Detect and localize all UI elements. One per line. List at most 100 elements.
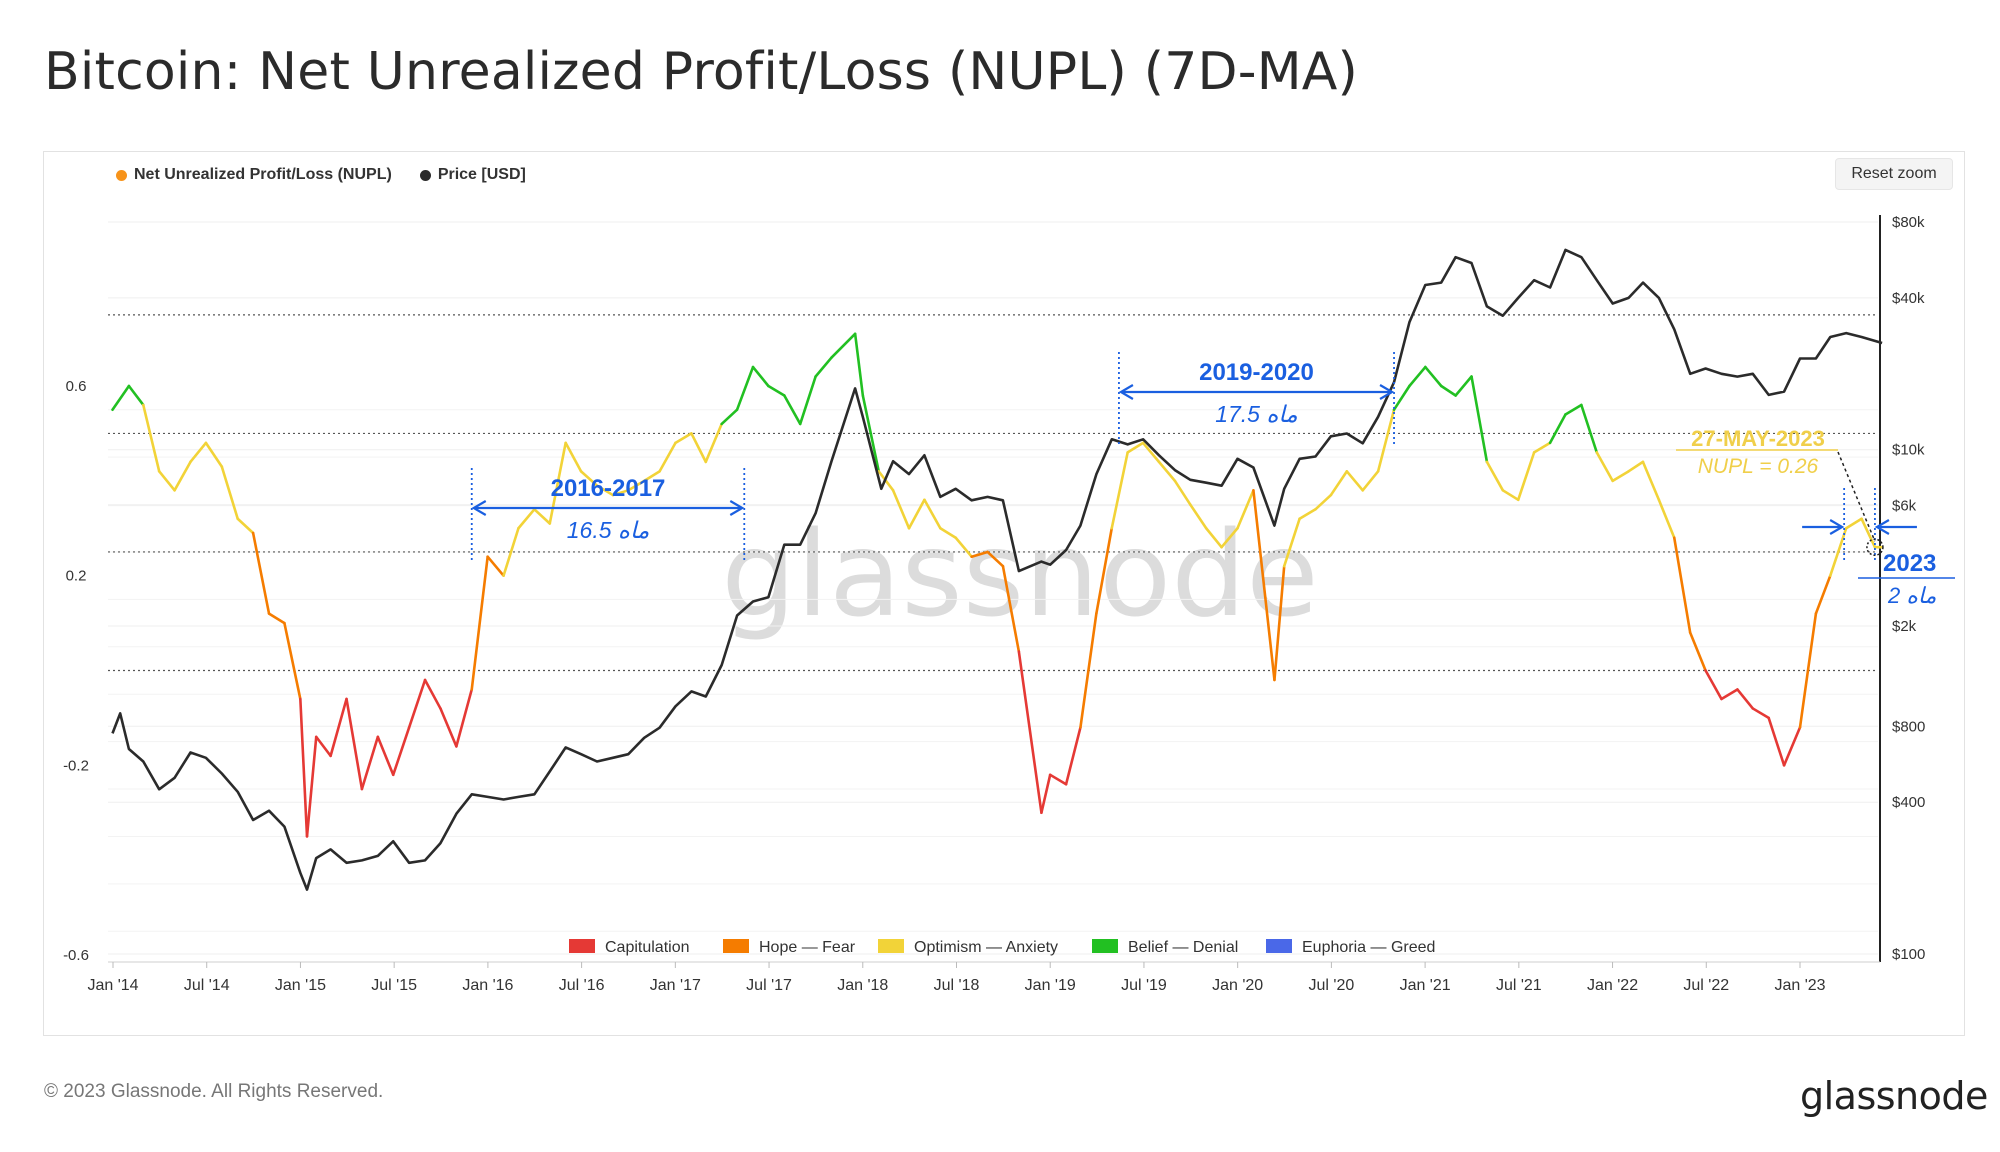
x-tick-label-0: Jan '14 [87,977,138,994]
zone-legend: Capitulation Hope — Fear Optimism — Anxiet… [569,939,1435,956]
nupl-segment-4 [173,460,192,492]
nupl-segment-64 [1095,526,1114,615]
zone-legend-label-3: Belief — Denial [1128,939,1238,956]
nupl-segment-99 [1641,460,1661,502]
nupl-dot-icon [116,169,127,181]
x-tick-label-12: Jan '20 [1212,977,1263,994]
nupl-segment-21 [423,678,442,710]
zone-legend-swatch-4 [1266,939,1292,953]
zone-legend-swatch-2 [878,939,904,953]
right-y-axis: $80k $40k $10k $6k $2k $800 $400 $100 [1892,214,1925,963]
nupl-segment-33 [611,489,630,497]
nupl-segment-109 [1798,612,1818,729]
nupl-segment-26 [502,526,520,577]
nupl-segment-86 [1439,384,1457,397]
nupl-segment-108 [1782,726,1802,767]
y-right-tick-7: $100 [1892,946,1925,963]
nupl-segment-76 [1282,517,1301,568]
nupl-segment-8 [236,517,255,535]
nupl-segment-3 [157,470,176,492]
nupl-segment-111 [1828,526,1848,577]
nupl-segment-98 [1627,460,1645,473]
nupl-segment-56 [970,550,989,559]
nupl-segment-82 [1376,408,1396,473]
nupl-segment-89 [1485,460,1505,492]
nupl-segment-23 [455,688,474,748]
zone-legend-swatch-0 [569,939,595,953]
nupl-segment-68 [1157,460,1177,483]
x-tick-label-7: Jul '17 [746,977,792,994]
price-series [111,248,1883,891]
annotations: 2016-2017 ماه 16.5 2019-2020 ماه 17.5 2023 ما… [470,352,1955,608]
reset-zoom-button[interactable]: Reset zoom [1835,158,1953,190]
nupl-segment-58 [1001,564,1021,653]
x-tick-label-9: Jul '18 [934,977,980,994]
nupl-segment-55 [954,536,973,559]
annot-arrowhead-left-2016-2017 [471,500,487,516]
nupl-segment-110 [1814,574,1832,615]
nupl-segment-104 [1720,688,1739,701]
x-tick-label-14: Jan '21 [1400,977,1451,994]
nupl-segment-57 [986,550,1005,568]
zone-legend-swatch-1 [723,939,749,953]
legend-item-nupl[interactable]: Net Unrealized Profit/Loss (NUPL) [116,166,392,184]
annot-arrowhead-right-2019-2020 [1379,384,1395,400]
nupl-segment-28 [533,507,552,525]
nupl-segment-38 [690,432,708,464]
legend-item-price[interactable]: Price [USD] [419,166,526,184]
annot-sub-2016-2017: ماه 16.5 [567,517,650,543]
x-tick-label-11: Jul '19 [1121,977,1167,994]
nupl-segment-81 [1361,470,1380,492]
x-tick-label-4: Jan '16 [462,977,513,994]
nupl-segment-34 [626,479,646,492]
annot-label-2016-2017: 2016-2017 [551,475,666,502]
nupl-segment-105 [1736,688,1755,710]
grid-lines [108,215,1881,963]
nupl-segment-97 [1611,470,1630,483]
top-legend: Net Unrealized Profit/Loss (NUPL) Price … [116,166,526,184]
nupl-segment-70 [1188,503,1208,530]
nupl-segment-29 [548,441,567,525]
zone-legend-label-0: Capitulation [605,939,690,956]
nupl-segment-106 [1751,707,1770,720]
nupl-segment-22 [439,707,458,748]
nupl-segment-107 [1767,716,1786,767]
callout-value: NUPL = 0.26 [1698,455,1819,478]
nupl-segment-90 [1501,489,1520,502]
nupl-segment-83 [1392,384,1411,412]
nupl-segment-87 [1454,375,1473,397]
nupl-segment-101 [1672,536,1692,634]
y-left-tick-1: 0.2 [66,568,87,585]
nupl-segment-79 [1329,470,1349,497]
nupl-segment-13 [305,735,318,838]
nupl-segment-71 [1204,526,1223,549]
left-y-axis: 0.6 0.2 -0.2 -0.6 [63,378,89,964]
nupl-segment-7 [220,465,240,521]
page-title: Bitcoin: Net Unrealized Profit/Loss (NUP… [44,42,1359,102]
y-left-tick-3: -0.6 [63,947,89,964]
nupl-segment-49 [861,394,881,473]
zone-legend-label-1: Hope — Fear [759,939,856,956]
x-tick-label-17: Jul '22 [1683,977,1729,994]
nupl-segment-45 [798,375,817,426]
price-dot-icon [419,169,431,181]
nupl-segment-35 [642,470,661,483]
zone-lines [108,314,1878,672]
nupl-segment-12 [299,697,309,838]
zone-legend-label-4: Euphoria — Greed [1302,939,1435,956]
nupl-segment-66 [1126,441,1145,454]
annot-arrowhead-left-2023 [1829,519,1845,535]
nupl-segment-80 [1345,470,1365,492]
y-right-tick-4: $2k [1892,618,1917,635]
x-tick-label-18: Jan '23 [1774,977,1825,994]
x-tick-label-5: Jul '16 [559,977,605,994]
legend-label-nupl: Net Unrealized Profit/Loss (NUPL) [134,166,392,183]
x-tick-label-15: Jul '21 [1496,977,1542,994]
nupl-segment-42 [751,365,770,388]
chart-panel [43,151,1965,1036]
nupl-segment-36 [658,441,677,473]
nupl-segment-44 [783,394,802,426]
nupl-segment-48 [853,332,865,397]
nupl-segment-52 [907,498,926,530]
y-right-tick-3: $6k [1892,498,1917,515]
